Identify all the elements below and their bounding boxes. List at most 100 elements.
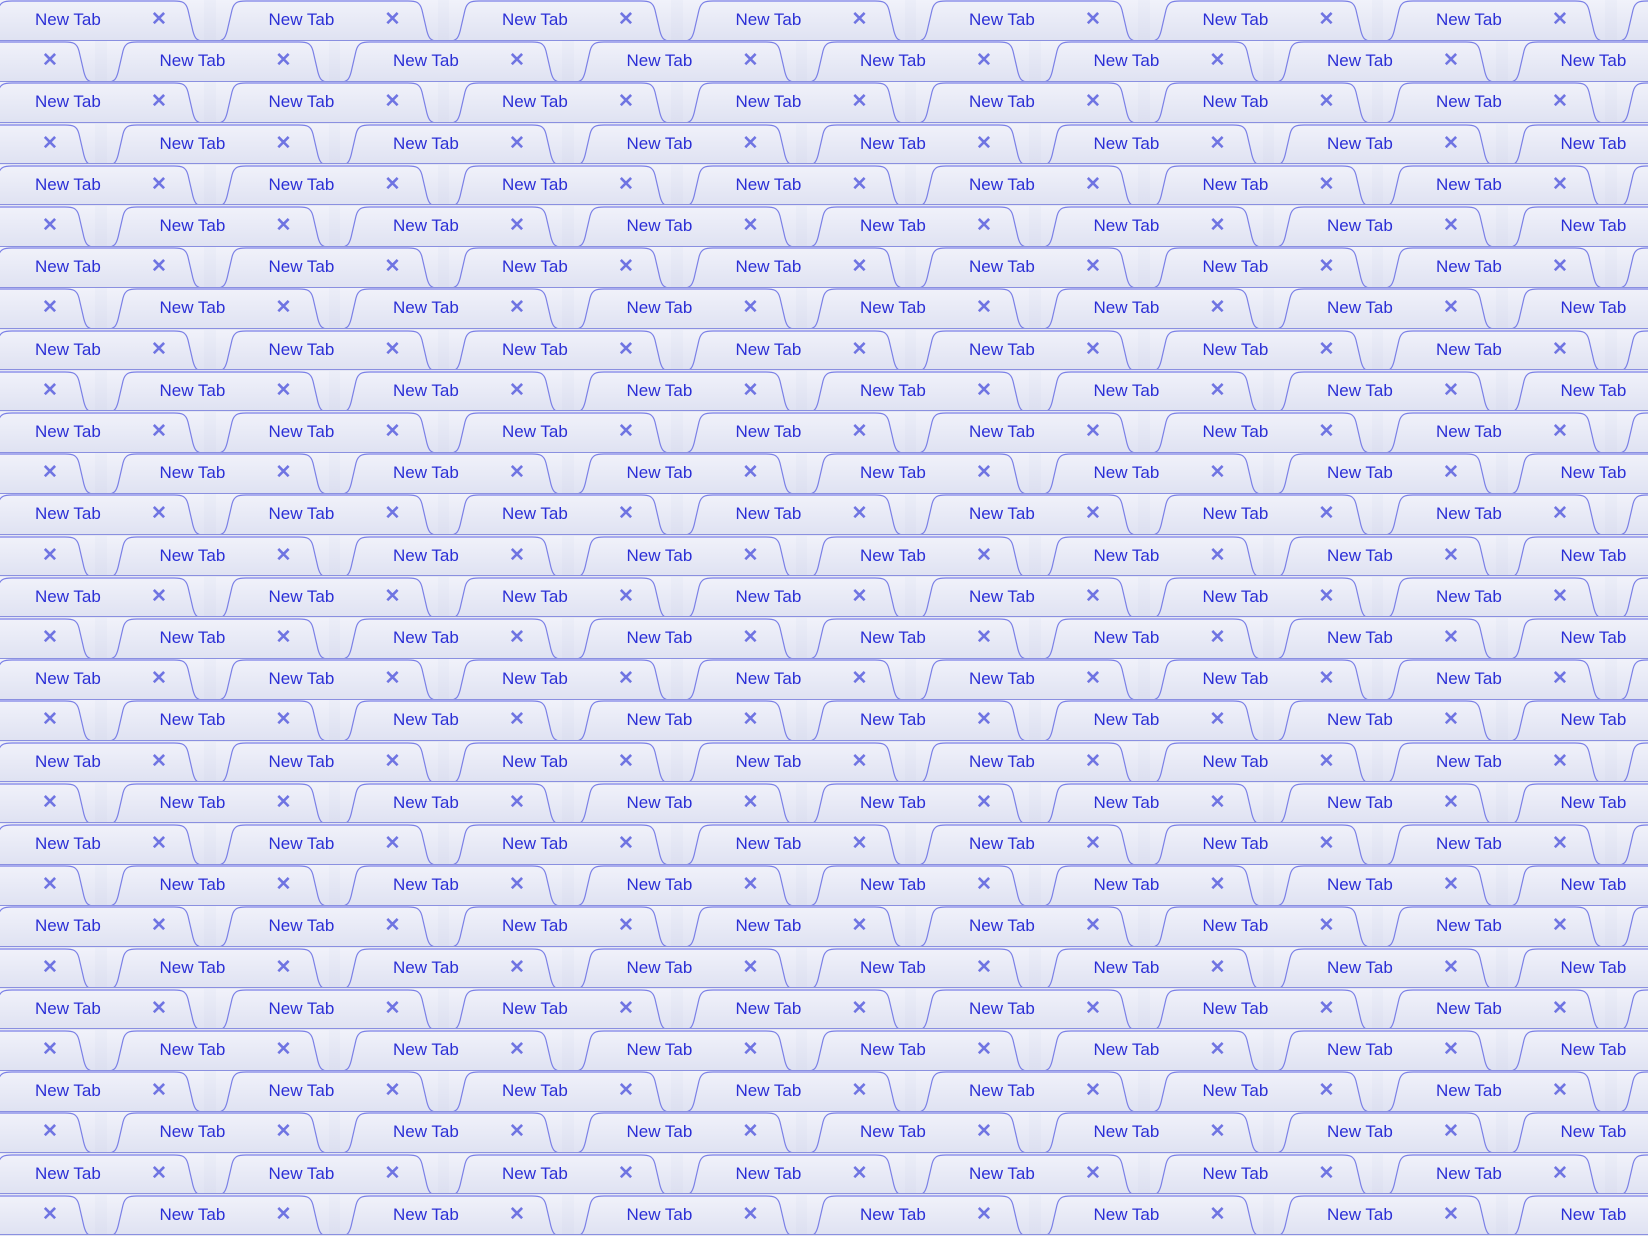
tab[interactable]: New Tab✕ [0, 494, 204, 534]
close-tab-icon[interactable]: ✕ [1552, 915, 1568, 937]
close-tab-icon[interactable]: ✕ [1552, 668, 1568, 690]
close-tab-icon[interactable]: ✕ [618, 833, 634, 854]
close-tab-icon[interactable]: ✕ [1209, 379, 1226, 401]
tab[interactable]: New Tab✕ [1383, 494, 1605, 534]
tab[interactable]: New Tab✕ [573, 453, 796, 493]
tab[interactable]: New Tab✕ [1383, 164, 1605, 205]
tab[interactable]: New Tab✕ [1383, 1071, 1605, 1111]
tab[interactable]: New Tab✕ [0, 1112, 95, 1152]
tab[interactable]: New Tab✕ [1040, 1030, 1263, 1070]
close-tab-icon[interactable]: ✕ [509, 50, 525, 72]
tab[interactable]: New Tab✕ [916, 164, 1138, 205]
tab[interactable]: New Tab✕ [1507, 453, 1648, 493]
close-tab-icon[interactable]: ✕ [275, 379, 292, 401]
tab[interactable]: New Tab✕ [1383, 412, 1605, 452]
close-tab-icon[interactable]: ✕ [742, 297, 759, 319]
tab[interactable]: New Tab✕ [106, 370, 329, 411]
close-tab-icon[interactable]: ✕ [42, 709, 58, 731]
tab[interactable]: New Tab✕ [0, 1194, 95, 1235]
close-tab-icon[interactable]: ✕ [1085, 833, 1101, 854]
close-tab-icon[interactable]: ✕ [151, 750, 167, 772]
tab[interactable]: New Tab✕ [573, 123, 796, 164]
close-tab-icon[interactable]: ✕ [851, 256, 868, 278]
tab[interactable]: New Tab✕ [916, 906, 1138, 946]
close-tab-icon[interactable]: ✕ [275, 50, 292, 72]
close-tab-icon[interactable]: ✕ [1085, 1080, 1101, 1102]
close-tab-icon[interactable]: ✕ [151, 91, 167, 113]
tab[interactable]: New Tab✕ [1616, 906, 1648, 946]
tab[interactable]: New Tab✕ [1149, 0, 1372, 40]
tab[interactable]: New Tab✕ [807, 123, 1029, 164]
tab[interactable]: New Tab✕ [682, 247, 905, 287]
tab[interactable]: New Tab✕ [1383, 906, 1605, 946]
tab[interactable]: New Tab✕ [0, 288, 95, 328]
close-tab-icon[interactable]: ✕ [1443, 297, 1459, 319]
tab[interactable]: New Tab✕ [1616, 164, 1648, 205]
tab[interactable]: New Tab✕ [1507, 618, 1648, 658]
close-tab-icon[interactable]: ✕ [1552, 1162, 1568, 1184]
tab[interactable]: New Tab✕ [0, 247, 204, 287]
tab[interactable]: New Tab✕ [1040, 947, 1263, 988]
close-tab-icon[interactable]: ✕ [1552, 338, 1568, 360]
close-tab-icon[interactable]: ✕ [1318, 915, 1335, 937]
tab[interactable]: New Tab✕ [573, 1030, 796, 1070]
close-tab-icon[interactable]: ✕ [851, 503, 868, 525]
tab[interactable]: New Tab✕ [1507, 288, 1648, 328]
close-tab-icon[interactable]: ✕ [1209, 462, 1226, 484]
close-tab-icon[interactable]: ✕ [384, 256, 401, 278]
close-tab-icon[interactable]: ✕ [384, 338, 401, 360]
tab[interactable]: New Tab✕ [449, 494, 671, 534]
tab[interactable]: New Tab✕ [1507, 782, 1648, 823]
tab[interactable]: New Tab✕ [916, 1071, 1138, 1111]
tab[interactable]: New Tab✕ [807, 453, 1029, 493]
close-tab-icon[interactable]: ✕ [1318, 9, 1335, 30]
close-tab-icon[interactable]: ✕ [1552, 750, 1568, 772]
tab[interactable]: New Tab✕ [1040, 1112, 1263, 1152]
tab[interactable]: New Tab✕ [449, 1153, 671, 1194]
close-tab-icon[interactable]: ✕ [275, 297, 292, 319]
tab[interactable]: New Tab✕ [682, 412, 905, 452]
tab[interactable]: New Tab✕ [807, 1112, 1029, 1152]
tab[interactable]: New Tab✕ [215, 906, 438, 946]
close-tab-icon[interactable]: ✕ [151, 1080, 167, 1102]
tab[interactable]: New Tab✕ [573, 1194, 796, 1235]
close-tab-icon[interactable]: ✕ [151, 833, 167, 854]
close-tab-icon[interactable]: ✕ [1552, 421, 1568, 442]
tab[interactable]: New Tab✕ [573, 865, 796, 905]
close-tab-icon[interactable]: ✕ [1085, 421, 1101, 442]
close-tab-icon[interactable]: ✕ [275, 544, 292, 566]
tab[interactable]: New Tab✕ [340, 947, 562, 988]
tab[interactable]: New Tab✕ [916, 576, 1138, 617]
close-tab-icon[interactable]: ✕ [509, 1203, 525, 1225]
close-tab-icon[interactable]: ✕ [851, 668, 868, 690]
close-tab-icon[interactable]: ✕ [1209, 956, 1226, 978]
tab[interactable]: New Tab✕ [1274, 535, 1496, 576]
close-tab-icon[interactable]: ✕ [1085, 668, 1101, 690]
tab[interactable]: New Tab✕ [682, 1153, 905, 1194]
tab[interactable]: New Tab✕ [1383, 824, 1605, 864]
tab[interactable]: New Tab✕ [1274, 782, 1496, 823]
tab[interactable]: New Tab✕ [449, 988, 671, 1029]
close-tab-icon[interactable]: ✕ [1318, 585, 1335, 607]
tab[interactable]: New Tab✕ [0, 453, 95, 493]
close-tab-icon[interactable]: ✕ [151, 9, 167, 30]
tab[interactable]: New Tab✕ [1616, 1153, 1648, 1194]
close-tab-icon[interactable]: ✕ [618, 503, 634, 525]
tab[interactable]: New Tab✕ [449, 576, 671, 617]
tab[interactable]: New Tab✕ [1383, 329, 1605, 370]
close-tab-icon[interactable]: ✕ [1085, 91, 1101, 113]
tab[interactable]: New Tab✕ [1383, 988, 1605, 1029]
close-tab-icon[interactable]: ✕ [618, 9, 634, 30]
close-tab-icon[interactable]: ✕ [509, 379, 525, 401]
tab[interactable]: New Tab✕ [1616, 494, 1648, 534]
close-tab-icon[interactable]: ✕ [1552, 91, 1568, 113]
close-tab-icon[interactable]: ✕ [384, 585, 401, 607]
close-tab-icon[interactable]: ✕ [509, 791, 525, 813]
tab[interactable]: New Tab✕ [807, 370, 1029, 411]
tab[interactable]: New Tab✕ [916, 82, 1138, 122]
close-tab-icon[interactable]: ✕ [742, 1203, 759, 1225]
tab[interactable]: New Tab✕ [1149, 1153, 1372, 1194]
close-tab-icon[interactable]: ✕ [1209, 1203, 1226, 1225]
tab[interactable]: New Tab✕ [215, 0, 438, 40]
tab[interactable]: New Tab✕ [916, 247, 1138, 287]
